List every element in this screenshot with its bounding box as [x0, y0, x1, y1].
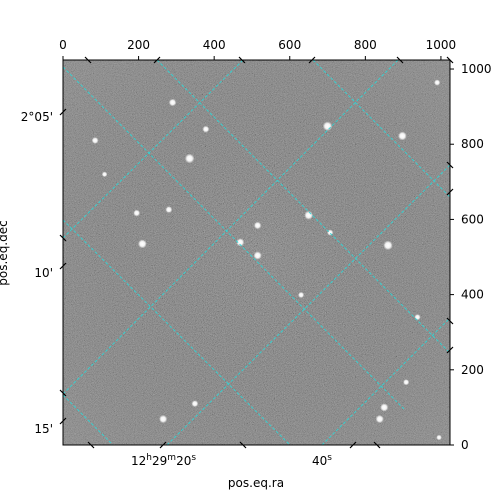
right-pixel-axis: 0 200 400 600 800 1000 [450, 62, 492, 452]
wcs-tick [153, 56, 161, 64]
right-tick-label: 1000 [461, 62, 492, 76]
wcs-tick [446, 346, 454, 354]
ra-tick-label-rich: 12h29m20s [131, 453, 196, 468]
right-tick-label: 0 [461, 438, 469, 452]
star [436, 434, 442, 441]
dec-axis: 2°05' 10' 15' pos.eq.dec [0, 110, 53, 436]
grid-line [156, 60, 450, 354]
grid-line [63, 219, 291, 445]
wcs-tick [59, 262, 67, 270]
ra-tick-label-2: 40s [312, 453, 332, 468]
right-tick-label: 200 [461, 363, 484, 377]
star [403, 379, 410, 386]
wcs-tick [349, 441, 357, 449]
wcs-tick [239, 441, 247, 449]
wcs-tick [446, 56, 454, 64]
star [383, 240, 393, 251]
star [236, 238, 245, 247]
wcs-tick [59, 417, 67, 425]
star [322, 121, 333, 131]
star [101, 171, 108, 178]
star [297, 291, 305, 299]
star [253, 221, 262, 230]
star [434, 79, 441, 86]
top-tick-label: 600 [278, 38, 301, 52]
grid-line [321, 317, 450, 445]
grid-line [63, 60, 244, 239]
wcs-tick [308, 56, 316, 64]
y-axis-title: pos.eq.dec [0, 220, 10, 285]
sky-image [63, 60, 450, 445]
star [253, 251, 262, 260]
star [133, 209, 141, 217]
wcs-tick [446, 188, 454, 196]
wcs-tick [373, 441, 381, 449]
star [191, 400, 199, 408]
wcs-tick [59, 389, 67, 397]
star [414, 314, 421, 321]
wcs-tick [159, 441, 167, 449]
wcs-tick [396, 56, 404, 64]
wcs-tick [446, 161, 454, 169]
grid-line [63, 66, 406, 411]
dec-tick-label: 2°05' [21, 110, 53, 124]
top-tick-label: 200 [127, 38, 150, 52]
star [184, 153, 195, 164]
wcs-tick [84, 56, 92, 64]
wcs-tick [59, 234, 67, 242]
dec-tick-label: 15' [34, 422, 53, 436]
top-pixel-axis: 0 200 400 600 800 1000 [59, 38, 457, 449]
star [159, 414, 168, 424]
star [137, 239, 147, 249]
grid-line [312, 60, 450, 198]
star [202, 125, 210, 133]
wcs-tick [87, 441, 95, 449]
top-tick-label: 400 [203, 38, 226, 52]
top-tick-label: 1000 [426, 38, 457, 52]
right-tick-label: 800 [461, 137, 484, 151]
grid-line [63, 394, 114, 445]
star [397, 131, 407, 141]
star [91, 137, 99, 144]
star [165, 206, 173, 214]
star [168, 98, 177, 107]
grid-line [166, 164, 450, 445]
top-tick-label: 800 [354, 38, 377, 52]
right-tick-label: 400 [461, 288, 484, 302]
star [380, 403, 389, 412]
dec-tick-label: 10' [34, 266, 53, 280]
grid-line [63, 60, 399, 395]
wcs-tick [238, 56, 246, 64]
right-tick-label: 600 [461, 212, 484, 226]
stars-layer [91, 79, 442, 441]
ra-axis: 12h29m20s 12h29m20s 40s pos.eq.ra [131, 453, 332, 490]
plot-frame [62, 59, 451, 446]
top-tick-label: 0 [59, 38, 67, 52]
wcs-tick [59, 108, 67, 116]
wcs-tick [446, 317, 454, 325]
star [375, 414, 384, 424]
star [304, 210, 314, 220]
x-axis-title: pos.eq.ra [228, 476, 284, 490]
coordinate-grid [63, 60, 450, 445]
